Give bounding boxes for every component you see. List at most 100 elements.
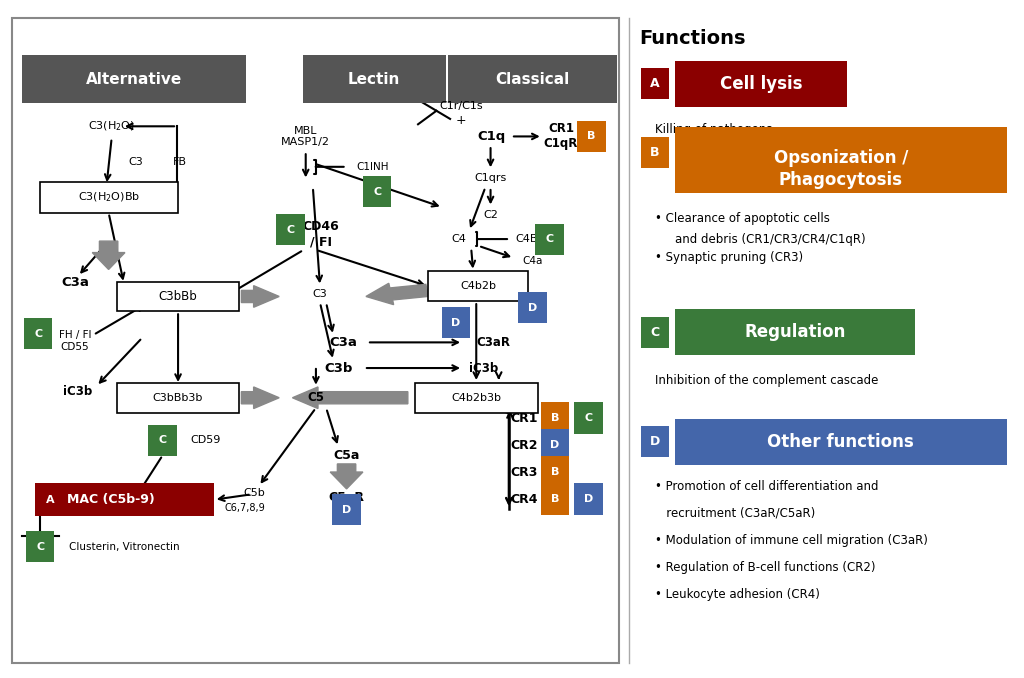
- Text: C: C: [36, 542, 44, 552]
- Text: C: C: [546, 234, 554, 244]
- Text: Classical: Classical: [496, 72, 569, 87]
- FancyBboxPatch shape: [536, 224, 564, 255]
- FancyBboxPatch shape: [676, 127, 1008, 193]
- Text: C4: C4: [452, 234, 466, 244]
- Text: C1q: C1q: [477, 130, 506, 143]
- Text: A: A: [46, 495, 54, 504]
- Text: B: B: [588, 132, 596, 142]
- FancyBboxPatch shape: [676, 309, 915, 355]
- Text: C: C: [34, 329, 42, 338]
- FancyArrow shape: [242, 387, 280, 409]
- FancyBboxPatch shape: [641, 317, 670, 348]
- Text: C5a: C5a: [334, 449, 359, 462]
- FancyBboxPatch shape: [574, 483, 603, 515]
- FancyBboxPatch shape: [518, 292, 547, 323]
- FancyBboxPatch shape: [541, 483, 569, 515]
- FancyBboxPatch shape: [574, 403, 603, 433]
- FancyBboxPatch shape: [276, 214, 305, 245]
- FancyBboxPatch shape: [332, 494, 360, 525]
- Text: • Clearance of apoptotic cells: • Clearance of apoptotic cells: [655, 212, 829, 225]
- Text: CR2: CR2: [510, 439, 538, 452]
- Text: • Modulation of immune cell migration (C3aR): • Modulation of immune cell migration (C…: [655, 534, 928, 546]
- Text: B: B: [551, 413, 559, 423]
- Text: D: D: [342, 505, 351, 515]
- Text: Killing of pathogens: Killing of pathogens: [655, 123, 772, 136]
- Text: Other functions: Other functions: [767, 433, 914, 451]
- Text: C3: C3: [312, 290, 328, 300]
- Text: Alternative: Alternative: [86, 72, 182, 87]
- FancyBboxPatch shape: [26, 532, 54, 563]
- FancyArrow shape: [330, 464, 362, 489]
- Text: Phagocytosis: Phagocytosis: [779, 172, 903, 189]
- FancyBboxPatch shape: [117, 383, 240, 413]
- Text: FH / FI
CD55: FH / FI CD55: [58, 330, 91, 352]
- Text: C6,7,8,9: C6,7,8,9: [224, 503, 265, 513]
- FancyBboxPatch shape: [22, 55, 247, 103]
- FancyBboxPatch shape: [303, 55, 445, 103]
- Text: C3a: C3a: [330, 336, 357, 349]
- Text: +: +: [456, 115, 466, 127]
- Text: FB: FB: [173, 157, 187, 167]
- Text: Cell lysis: Cell lysis: [720, 75, 803, 93]
- Text: iC3b: iC3b: [63, 385, 92, 398]
- Text: D: D: [650, 435, 660, 448]
- Text: recruitment (C3aR/C5aR): recruitment (C3aR/C5aR): [655, 506, 815, 520]
- Text: C: C: [585, 413, 593, 423]
- Text: C: C: [650, 325, 659, 339]
- FancyArrow shape: [242, 285, 280, 307]
- FancyBboxPatch shape: [362, 176, 391, 207]
- Text: Regulation: Regulation: [744, 323, 846, 341]
- Text: C4BP: C4BP: [515, 234, 545, 244]
- Text: iC3b: iC3b: [469, 361, 499, 374]
- FancyBboxPatch shape: [35, 483, 214, 516]
- Text: C5: C5: [307, 391, 325, 404]
- Text: • Regulation of B-cell functions (CR2): • Regulation of B-cell functions (CR2): [655, 561, 876, 574]
- Text: D: D: [550, 440, 559, 450]
- Text: • Leukocyte adhesion (CR4): • Leukocyte adhesion (CR4): [655, 588, 820, 601]
- Text: C5aR: C5aR: [329, 491, 365, 504]
- FancyBboxPatch shape: [24, 318, 52, 349]
- FancyBboxPatch shape: [449, 55, 616, 103]
- FancyBboxPatch shape: [428, 271, 528, 301]
- FancyBboxPatch shape: [11, 18, 620, 663]
- Text: • Synaptic pruning (CR3): • Synaptic pruning (CR3): [655, 252, 803, 264]
- Text: CD46
/ FI: CD46 / FI: [303, 220, 339, 248]
- Text: C3a: C3a: [61, 277, 89, 290]
- Text: CD59: CD59: [190, 435, 221, 445]
- FancyBboxPatch shape: [541, 429, 569, 460]
- FancyBboxPatch shape: [415, 383, 538, 413]
- Text: C: C: [159, 435, 167, 445]
- FancyBboxPatch shape: [641, 137, 670, 168]
- FancyArrow shape: [366, 283, 429, 304]
- Text: C3aR: C3aR: [476, 336, 510, 349]
- Text: Clusterin, Vitronectin: Clusterin, Vitronectin: [69, 542, 179, 552]
- Text: D: D: [584, 494, 593, 504]
- Text: D: D: [452, 318, 461, 327]
- Text: C5b: C5b: [244, 488, 265, 498]
- Text: CR4: CR4: [510, 492, 538, 506]
- Text: CR1: CR1: [510, 412, 538, 424]
- Text: • Promotion of cell differentiation and: • Promotion of cell differentiation and: [655, 480, 879, 493]
- Text: Opsonization /: Opsonization /: [774, 149, 908, 167]
- Text: Inhibition of the complement cascade: Inhibition of the complement cascade: [655, 374, 879, 387]
- FancyBboxPatch shape: [578, 121, 606, 152]
- Text: C1r/C1s: C1r/C1s: [439, 101, 482, 111]
- Text: C3(H$_2$O): C3(H$_2$O): [88, 119, 135, 133]
- Text: C1INH: C1INH: [356, 162, 389, 172]
- FancyBboxPatch shape: [148, 424, 177, 456]
- Text: MBL
MASP1/2: MBL MASP1/2: [282, 125, 330, 147]
- Text: C3: C3: [129, 157, 143, 167]
- Text: B: B: [551, 494, 559, 504]
- Text: C3bBb3b: C3bBb3b: [153, 393, 203, 403]
- Text: Lectin: Lectin: [348, 72, 400, 87]
- Text: D: D: [527, 303, 537, 313]
- Text: Functions: Functions: [640, 29, 746, 48]
- Text: C1qrs: C1qrs: [474, 174, 507, 183]
- FancyBboxPatch shape: [541, 456, 569, 487]
- Text: MAC (C5b-9): MAC (C5b-9): [67, 493, 155, 506]
- FancyBboxPatch shape: [641, 68, 670, 99]
- Text: A: A: [650, 77, 659, 90]
- FancyBboxPatch shape: [441, 307, 470, 338]
- Text: CR3: CR3: [510, 466, 538, 479]
- Text: and debris (CR1/CR3/CR4/C1qR): and debris (CR1/CR3/CR4/C1qR): [676, 233, 866, 245]
